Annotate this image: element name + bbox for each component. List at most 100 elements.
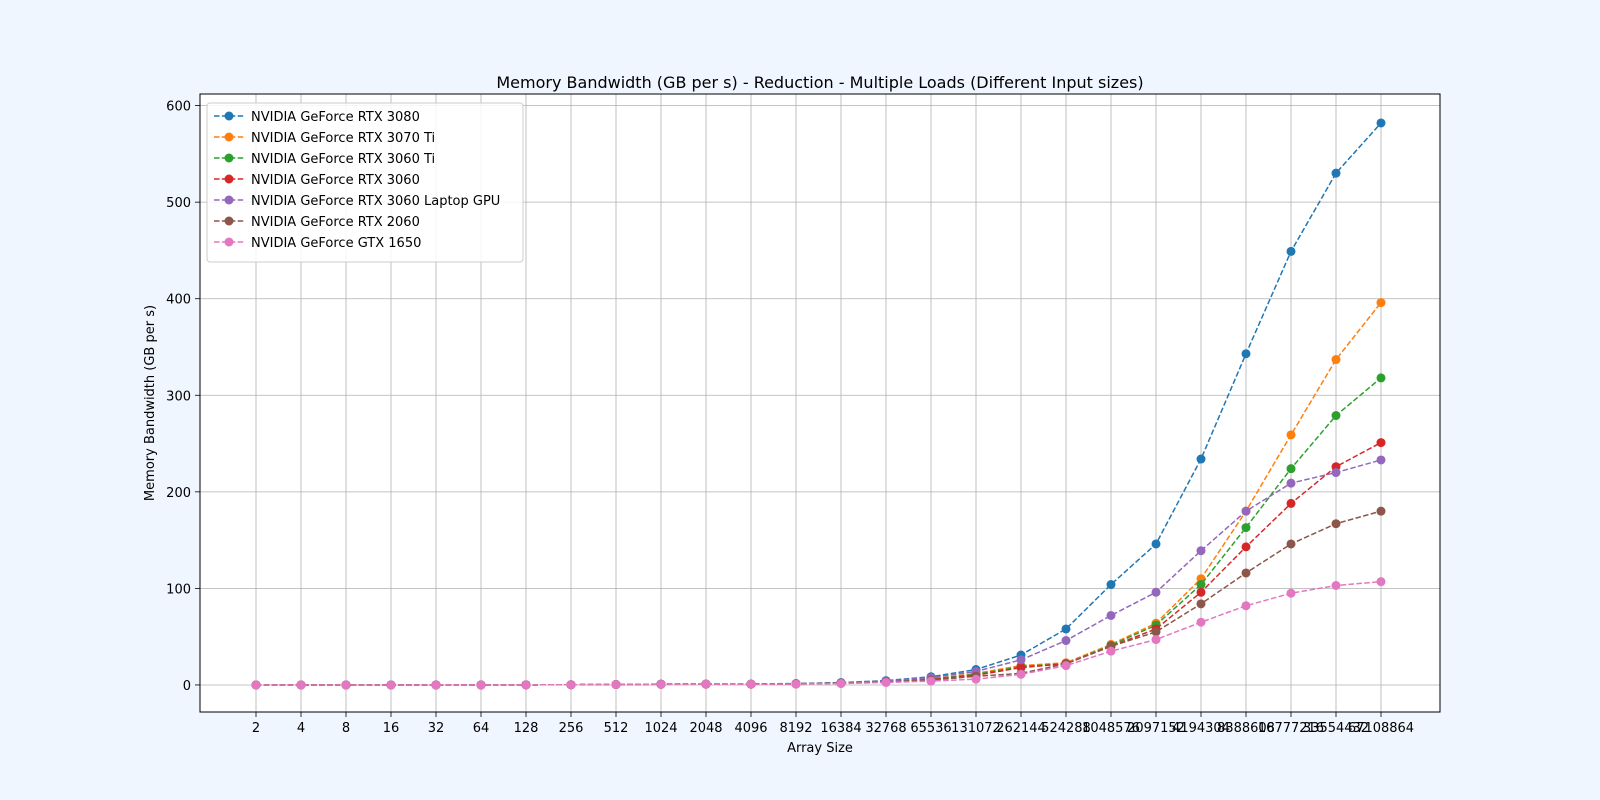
x-tick-label: 256 — [559, 721, 584, 736]
legend-label: NVIDIA GeForce RTX 3060 Ti — [251, 152, 435, 167]
data-point — [611, 679, 621, 689]
legend-item: NVIDIA GeForce RTX 3060 — [214, 173, 420, 188]
x-tick-label: 4096 — [734, 721, 767, 736]
data-point — [296, 680, 306, 690]
data-point — [1286, 588, 1296, 598]
legend-marker — [224, 153, 234, 163]
y-tick-label: 300 — [166, 389, 191, 404]
data-point — [1286, 478, 1296, 488]
x-tick-label: 2048 — [689, 721, 722, 736]
data-point — [1331, 355, 1341, 365]
x-tick-label: 32 — [428, 721, 445, 736]
x-tick-label: 16384 — [820, 721, 861, 736]
data-point — [341, 680, 351, 690]
data-point — [1061, 624, 1071, 634]
plot-frame — [199, 93, 1441, 713]
data-point — [1376, 577, 1386, 587]
data-point — [1286, 498, 1296, 508]
data-point — [1061, 636, 1071, 646]
x-tick-label: 8192 — [779, 721, 812, 736]
legend: NVIDIA GeForce RTX 3080 NVIDIA GeForce RT… — [206, 102, 524, 263]
x-tick-label: 33554432 — [1303, 721, 1369, 736]
data-point — [1331, 411, 1341, 421]
x-axis-title: Array Size — [787, 741, 853, 756]
data-point — [1151, 587, 1161, 597]
data-point — [1376, 455, 1386, 465]
data-point — [1241, 506, 1251, 516]
data-point — [1106, 580, 1116, 590]
x-tick-label: 524288 — [1041, 721, 1091, 736]
data-point — [1376, 506, 1386, 516]
x-tick-label: 16 — [383, 721, 400, 736]
data-point — [1331, 468, 1341, 478]
data-point — [926, 676, 936, 686]
data-point — [1376, 373, 1386, 383]
x-tick-label: 4194304 — [1172, 721, 1230, 736]
data-point — [1196, 599, 1206, 609]
x-tick-label: 32768 — [865, 721, 906, 736]
x-tick-label: 1024 — [644, 721, 677, 736]
data-point — [1376, 438, 1386, 448]
data-point — [1286, 246, 1296, 256]
legend-label: NVIDIA GeForce RTX 3080 — [251, 110, 420, 125]
data-point — [1376, 298, 1386, 308]
y-axis-title: Memory Bandwidth (GB per s) — [143, 305, 158, 501]
x-tick-label: 128 — [514, 721, 539, 736]
data-point — [1196, 580, 1206, 590]
x-tick-label: 2 — [252, 721, 260, 736]
legend-item: NVIDIA GeForce RTX 2060 — [214, 215, 420, 230]
data-point — [881, 677, 891, 687]
x-tick-label: 8388608 — [1217, 721, 1275, 736]
data-point — [1196, 454, 1206, 464]
data-point — [1106, 610, 1116, 620]
legend-item: NVIDIA GeForce RTX 3060 Laptop GPU — [214, 194, 500, 209]
data-point — [1241, 349, 1251, 359]
legend-item: NVIDIA GeForce RTX 3070 Ti — [214, 131, 435, 146]
x-tick-label: 512 — [604, 721, 629, 736]
data-point — [1331, 519, 1341, 529]
legend-marker — [224, 132, 234, 142]
data-point — [1376, 118, 1386, 128]
y-tick-label: 600 — [166, 100, 191, 115]
data-point — [521, 680, 531, 690]
data-point — [386, 680, 396, 690]
x-tick-label: 8 — [342, 721, 350, 736]
data-point — [1196, 617, 1206, 627]
chart-title: Memory Bandwidth (GB per s) - Reduction … — [496, 73, 1143, 92]
data-point — [566, 680, 576, 690]
y-tick-label: 0 — [183, 679, 191, 694]
series-line — [255, 580, 1382, 686]
x-tick-label: 1048576 — [1082, 721, 1140, 736]
data-point — [1151, 635, 1161, 645]
data-point — [1196, 587, 1206, 597]
legend-marker — [224, 174, 234, 184]
data-point — [476, 680, 486, 690]
data-point — [1241, 542, 1251, 552]
x-axis-ticks: 2 4 8 16 32 64 128 256 512 1024 2048 4096 8192 16384 3… — [252, 712, 1414, 736]
data-point — [836, 679, 846, 689]
data-point — [1331, 168, 1341, 178]
data-point — [1241, 523, 1251, 533]
data-point — [971, 674, 981, 684]
x-tick-label: 2097152 — [1127, 721, 1185, 736]
legend-item: NVIDIA GeForce RTX 3080 — [214, 110, 420, 125]
legend-label: NVIDIA GeForce GTX 1650 — [251, 236, 421, 251]
data-point — [1241, 601, 1251, 611]
legend-label: NVIDIA GeForce RTX 3060 — [251, 173, 420, 188]
data-point — [1331, 581, 1341, 591]
data-point — [1241, 568, 1251, 578]
data-point — [1016, 655, 1026, 665]
series-layer — [251, 118, 1386, 690]
y-tick-label: 500 — [166, 196, 191, 211]
data-point — [1151, 627, 1161, 637]
data-point — [1196, 546, 1206, 556]
data-point — [1016, 669, 1026, 679]
y-tick-label: 400 — [166, 293, 191, 308]
legend-marker — [224, 237, 234, 247]
data-point — [1286, 464, 1296, 474]
data-point — [1286, 430, 1296, 440]
y-axis-ticks: 0 100 200 300 400 500 600 — [166, 100, 200, 694]
legend-marker — [224, 216, 234, 226]
data-point — [431, 680, 441, 690]
